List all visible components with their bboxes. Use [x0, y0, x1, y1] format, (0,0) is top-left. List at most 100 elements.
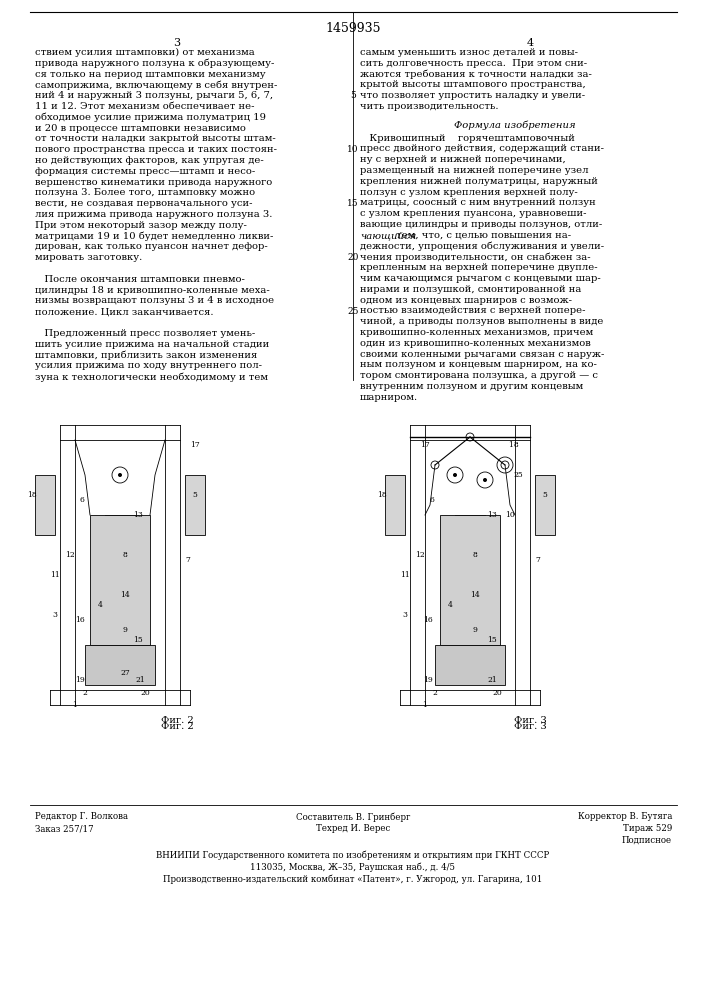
Text: мировать заготовку.: мировать заготовку.	[35, 253, 142, 262]
Text: Фиг. 3: Фиг. 3	[513, 716, 547, 725]
Text: обходимое усилие прижима полуматриц 19: обходимое усилие прижима полуматриц 19	[35, 113, 266, 122]
Bar	[455, 515, 485, 635]
Text: крепленным на верхней поперечине двупле-: крепленным на верхней поперечине двупле-	[360, 263, 597, 272]
Text: 1: 1	[73, 701, 78, 709]
Text: самым уменьшить износ деталей и повы-: самым уменьшить износ деталей и повы-	[360, 48, 578, 57]
Text: чиной, а приводы ползунов выполнены в виде: чиной, а приводы ползунов выполнены в ви…	[360, 317, 603, 326]
Text: 10: 10	[505, 511, 515, 519]
Text: самоприжима, включающему в себя внутрен-: самоприжима, включающему в себя внутрен-	[35, 80, 277, 90]
Text: ностью взаимодействия с верхней попере-: ностью взаимодействия с верхней попере-	[360, 306, 585, 315]
Text: Предложенный пресс позволяет умень-: Предложенный пресс позволяет умень-	[35, 329, 255, 338]
Text: 17: 17	[420, 441, 430, 449]
Text: 15: 15	[487, 636, 497, 644]
Circle shape	[483, 478, 487, 482]
Text: 15: 15	[133, 636, 143, 644]
Text: 9: 9	[122, 626, 127, 634]
Text: 4: 4	[448, 601, 452, 609]
Circle shape	[453, 473, 457, 477]
Text: Формула изобретения: Формула изобретения	[454, 121, 575, 130]
Text: 3: 3	[52, 611, 57, 619]
Bar	[435, 645, 505, 685]
Text: 14: 14	[470, 591, 480, 599]
Text: и 20 в процессе штамповки независимо: и 20 в процессе штамповки независимо	[35, 124, 246, 133]
Text: размещенный на нижней поперечине узел: размещенный на нижней поперечине узел	[360, 166, 588, 175]
Text: 2: 2	[433, 689, 438, 697]
Text: После окончания штамповки пневмо-: После окончания штамповки пневмо-	[35, 275, 245, 284]
Text: ся только на период штамповки механизму: ся только на период штамповки механизму	[35, 70, 266, 79]
Text: ползуна 3. Более того, штамповку можно: ползуна 3. Более того, штамповку можно	[35, 188, 255, 197]
Text: 15: 15	[347, 199, 359, 208]
Text: ползун с узлом крепления верхней полу-: ползун с узлом крепления верхней полу-	[360, 188, 578, 197]
Text: ствием усилия штамповки) от механизма: ствием усилия штамповки) от механизма	[35, 48, 255, 57]
Bar	[385, 475, 405, 535]
Text: 20: 20	[492, 689, 502, 697]
Text: 1: 1	[423, 701, 428, 709]
Text: 10: 10	[347, 145, 358, 154]
Text: 16: 16	[75, 616, 85, 624]
Text: ВНИИПИ Государственного комитета по изобретениям и открытиям при ГКНТ СССР: ВНИИПИ Государственного комитета по изоб…	[156, 850, 549, 859]
Text: 20: 20	[347, 253, 358, 262]
Text: 20: 20	[140, 689, 150, 697]
Text: 25: 25	[513, 471, 523, 479]
Text: Техред И. Верес: Техред И. Верес	[316, 824, 390, 833]
Bar	[35, 475, 55, 535]
Bar	[85, 645, 155, 685]
Text: 8: 8	[472, 551, 477, 559]
Text: штамповки, приблизить закон изменения: штамповки, приблизить закон изменения	[35, 350, 257, 360]
Text: пресс двойного действия, содержащий стани-: пресс двойного действия, содержащий стан…	[360, 144, 604, 153]
Text: своими коленными рычагами связан с наруж-: своими коленными рычагами связан с наруж…	[360, 350, 604, 359]
Text: чения производительности, он снабжен за-: чения производительности, он снабжен за-	[360, 252, 590, 262]
Text: тором смонтирована ползушка, а другой — с: тором смонтирована ползушка, а другой — …	[360, 371, 598, 380]
Text: 17: 17	[190, 441, 200, 449]
Text: Редактор Г. Волкова: Редактор Г. Волкова	[35, 812, 128, 821]
Text: привода наружного ползуна к образующему-: привода наружного ползуна к образующему-	[35, 59, 274, 68]
Text: крытой высоты штампового пространства,: крытой высоты штампового пространства,	[360, 80, 586, 89]
Text: 6: 6	[80, 496, 84, 504]
Text: шарниром.: шарниром.	[360, 393, 418, 402]
Text: 14: 14	[120, 591, 130, 599]
Text: 11: 11	[400, 571, 410, 579]
Text: 3: 3	[173, 38, 180, 48]
Bar	[535, 475, 555, 535]
Text: 1459935: 1459935	[325, 22, 381, 35]
Text: 5: 5	[350, 91, 356, 100]
Text: формация системы пресс—штамп и несо-: формация системы пресс—штамп и несо-	[35, 167, 255, 176]
Text: 21: 21	[135, 676, 145, 684]
Text: Заказ 257/17: Заказ 257/17	[35, 824, 93, 833]
Text: 5: 5	[542, 491, 547, 499]
Text: Производственно-издательский комбинат «Патент», г. Ужгород, ул. Гагарина, 101: Производственно-издательский комбинат «П…	[163, 874, 543, 884]
Text: 5: 5	[192, 491, 197, 499]
Text: Тираж 529: Тираж 529	[623, 824, 672, 833]
Text: низмы возвращают ползуны 3 и 4 в исходное: низмы возвращают ползуны 3 и 4 в исходно…	[35, 296, 274, 305]
Text: 19: 19	[423, 676, 433, 684]
Text: с узлом крепления пуансона, уравновеши-: с узлом крепления пуансона, уравновеши-	[360, 209, 587, 218]
Text: шить усилие прижима на начальной стадии: шить усилие прижима на начальной стадии	[35, 340, 269, 349]
Text: чим качающимся рычагом с концевыми шар-: чим качающимся рычагом с концевыми шар-	[360, 274, 601, 283]
Text: Кривошипный    горячештамповочный: Кривошипный горячештамповочный	[360, 134, 575, 143]
Text: дежности, упрощения обслуживания и увели-: дежности, упрощения обслуживания и увели…	[360, 242, 604, 251]
Text: 25: 25	[347, 307, 358, 316]
Text: 12: 12	[415, 551, 425, 559]
Text: Фиг. 2: Фиг. 2	[160, 716, 194, 725]
Text: жаются требования к точности наладки за-: жаются требования к точности наладки за-	[360, 70, 592, 79]
Text: 8: 8	[122, 551, 127, 559]
Text: При этом некоторый зазор между полу-: При этом некоторый зазор между полу-	[35, 221, 247, 230]
Bar	[105, 515, 135, 635]
Text: 4: 4	[98, 601, 103, 609]
Bar	[440, 515, 500, 645]
Text: вести, не создавая первоначального уси-: вести, не создавая первоначального уси-	[35, 199, 252, 208]
Text: одном из концевых шарниров с возмож-: одном из концевых шарниров с возмож-	[360, 296, 572, 305]
Text: что позволяет упростить наладку и увели-: что позволяет упростить наладку и увели-	[360, 91, 585, 100]
Text: 18: 18	[377, 491, 387, 499]
Text: крепления нижней полуматрицы, наружный: крепления нижней полуматрицы, наружный	[360, 177, 598, 186]
Text: 12: 12	[65, 551, 75, 559]
Bar	[185, 475, 205, 535]
Text: Фиг. 2: Фиг. 2	[160, 722, 194, 731]
Text: вершенство кинематики привода наружного: вершенство кинематики привода наружного	[35, 178, 272, 187]
Text: зуна к технологически необходимому и тем: зуна к технологически необходимому и тем	[35, 372, 268, 381]
Text: чающийся: чающийся	[360, 231, 416, 240]
Text: нирами и ползушкой, смонтированной на: нирами и ползушкой, смонтированной на	[360, 285, 581, 294]
Text: 19: 19	[75, 676, 85, 684]
Text: 7: 7	[536, 556, 540, 564]
Text: 18: 18	[27, 491, 37, 499]
